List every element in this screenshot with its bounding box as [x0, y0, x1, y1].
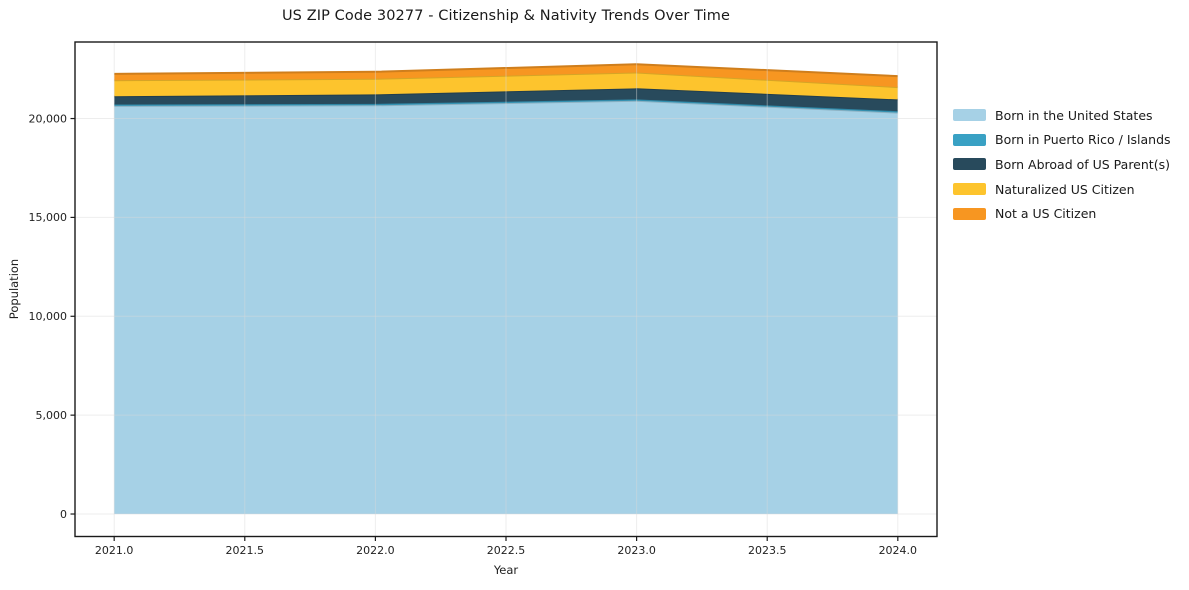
legend-swatch-icon — [953, 183, 986, 196]
legend: Born in the United States Born in Puerto … — [953, 103, 1171, 226]
area-series-2 — [114, 88, 898, 112]
legend-swatch-icon — [953, 133, 986, 146]
legend-label: Born Abroad of US Parent(s) — [995, 156, 1170, 172]
legend-label: Born in Puerto Rico / Islands — [995, 132, 1171, 148]
chart-title: US ZIP Code 30277 - Citizenship & Nativi… — [281, 8, 731, 24]
y-tick-label: 15,000 — [29, 211, 68, 224]
x-tick-label: 2023.5 — [748, 544, 787, 557]
legend-item-4: Not a US Citizen — [953, 201, 1171, 226]
x-tick-label: 2022.0 — [356, 544, 395, 557]
x-tick-label: 2023.0 — [617, 544, 656, 557]
legend-swatch-icon — [953, 158, 986, 171]
legend-swatch-icon — [953, 109, 986, 122]
legend-swatch-icon — [953, 207, 986, 220]
y-axis-label: Population — [7, 258, 21, 320]
legend-label: Naturalized US Citizen — [995, 181, 1135, 197]
area-edge-4 — [114, 63, 898, 78]
x-axis-label: Year — [493, 563, 519, 577]
area-edge-3 — [114, 71, 898, 89]
x-tick-label: 2021.0 — [95, 544, 134, 557]
x-tick-label: 2024.0 — [879, 544, 918, 557]
legend-item-2: Born Abroad of US Parent(s) — [953, 152, 1171, 177]
legend-item-0: Born in the United States — [953, 103, 1171, 128]
y-tick-label: 0 — [60, 508, 67, 521]
x-tick-label: 2021.5 — [226, 544, 265, 557]
legend-label: Not a US Citizen — [995, 206, 1097, 222]
area-series-4 — [114, 64, 898, 88]
y-tick-label: 5,000 — [36, 409, 68, 422]
x-tick-label: 2022.5 — [487, 544, 526, 557]
legend-item-3: Naturalized US Citizen — [953, 177, 1171, 202]
legend-item-1: Born in Puerto Rico / Islands — [953, 128, 1171, 153]
area-series-0 — [114, 100, 898, 514]
legend-label: Born in the United States — [995, 107, 1153, 123]
y-tick-label: 10,000 — [29, 310, 68, 323]
y-tick-label: 20,000 — [29, 112, 68, 125]
